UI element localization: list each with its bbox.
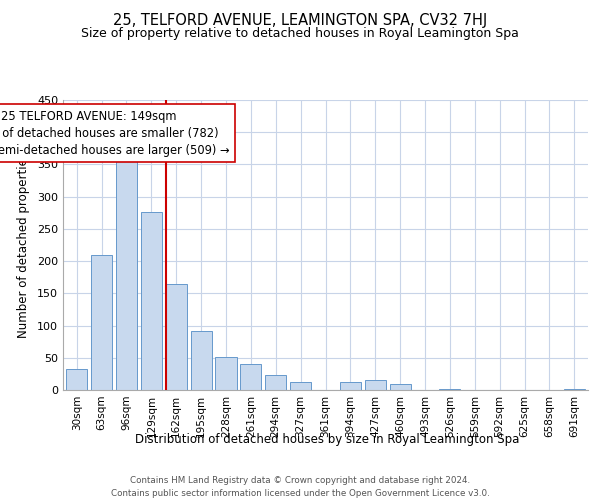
Text: Contains HM Land Registry data © Crown copyright and database right 2024.
Contai: Contains HM Land Registry data © Crown c… <box>110 476 490 498</box>
Bar <box>215 357 236 390</box>
Text: Distribution of detached houses by size in Royal Leamington Spa: Distribution of detached houses by size … <box>135 432 519 446</box>
Bar <box>340 382 361 390</box>
Bar <box>166 284 187 390</box>
Text: Size of property relative to detached houses in Royal Leamington Spa: Size of property relative to detached ho… <box>81 28 519 40</box>
Bar <box>141 212 162 390</box>
Bar <box>265 375 286 390</box>
Bar <box>191 330 212 390</box>
Y-axis label: Number of detached properties: Number of detached properties <box>17 152 30 338</box>
Bar <box>365 380 386 390</box>
Bar <box>290 382 311 390</box>
Bar <box>389 384 411 390</box>
Bar <box>91 254 112 390</box>
Bar <box>116 146 137 390</box>
Bar <box>66 368 87 390</box>
Text: 25, TELFORD AVENUE, LEAMINGTON SPA, CV32 7HJ: 25, TELFORD AVENUE, LEAMINGTON SPA, CV32… <box>113 12 487 28</box>
Bar <box>240 364 262 390</box>
Text: 25 TELFORD AVENUE: 149sqm
← 60% of detached houses are smaller (782)
39% of semi: 25 TELFORD AVENUE: 149sqm ← 60% of detac… <box>0 110 230 156</box>
